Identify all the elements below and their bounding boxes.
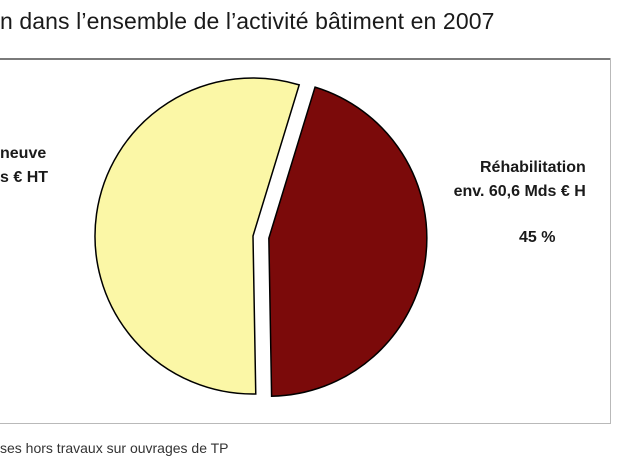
chart-frame: [0, 58, 611, 424]
pie-slice-0: [268, 86, 428, 397]
new-construction-label-line2: s € HT: [0, 169, 49, 186]
title-rule: [0, 58, 611, 60]
renovation-label: Réhabilitation env. 60,6 Mds € H: [454, 156, 586, 204]
renovation-label-line1: Réhabilitation: [480, 159, 586, 176]
pie-slice-1: [94, 77, 301, 395]
renovation-label-line2: env. 60,6 Mds € H: [453, 183, 586, 200]
renovation-percent-label: 45 %: [519, 229, 556, 246]
new-construction-label: neuve s € HT: [0, 142, 48, 190]
new-construction-label-line1: neuve: [0, 145, 47, 162]
footnote: ses hors travaux sur ouvrages de TP: [0, 440, 229, 456]
page-title: n dans l’ensemble de l’activité bâtiment…: [0, 8, 495, 34]
